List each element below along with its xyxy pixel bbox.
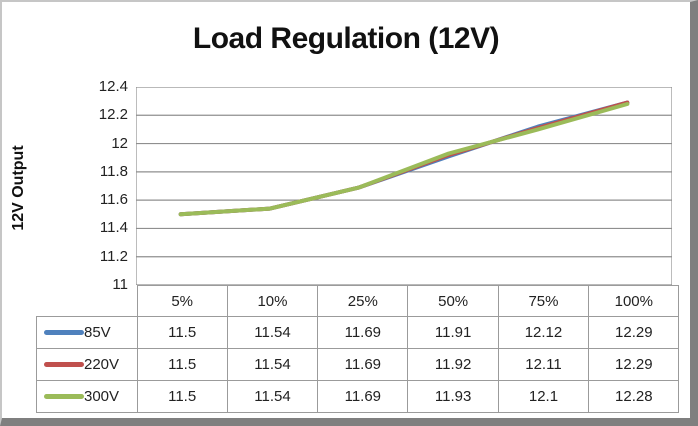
table-header-cell: 50% xyxy=(407,285,499,317)
value-cell: 12.29 xyxy=(588,316,680,349)
table-header-row: 5% 10% 25% 50% 75% 100% xyxy=(37,285,680,317)
table-header-cell: 100% xyxy=(588,285,680,317)
table-row-85V: 85V 11.5 11.54 11.69 11.91 12.12 12.29 xyxy=(36,316,680,349)
legend-cell: 300V xyxy=(36,380,138,413)
y-axis-title: 12V Output xyxy=(10,145,27,231)
table-corner-cell xyxy=(37,286,138,317)
table-header-cell: 5% xyxy=(136,285,228,317)
legend-cell: 220V xyxy=(36,348,138,381)
data-table: 5% 10% 25% 50% 75% 100% 85V 11.5 11.54 11.69 11.91… xyxy=(36,285,680,413)
legend-label: 220V xyxy=(84,356,120,373)
value-cell: 12.29 xyxy=(588,348,680,381)
value-cell: 11.69 xyxy=(317,316,409,349)
table-header-cell: 25% xyxy=(317,285,409,317)
table-row-220V: 220V 11.5 11.54 11.69 11.92 12.11 12.29 xyxy=(36,348,680,381)
legend-swatch-300V xyxy=(44,394,84,399)
value-cell: 11.5 xyxy=(136,316,228,349)
value-cell: 12.28 xyxy=(588,380,680,413)
y-tick-label: 11.8 xyxy=(99,162,128,180)
legend-swatch-220V xyxy=(44,362,84,367)
value-cell: 12.11 xyxy=(497,348,590,381)
value-cell: 11.69 xyxy=(317,380,409,413)
y-tick-label: 12.2 xyxy=(98,106,128,124)
value-cell: 12.1 xyxy=(497,380,590,413)
y-tick-label: 11.6 xyxy=(99,191,128,209)
value-cell: 11.93 xyxy=(407,380,499,413)
legend-label: 300V xyxy=(84,388,120,405)
legend-cell: 85V xyxy=(36,316,138,349)
y-tick-label: 12 xyxy=(111,134,128,152)
legend-label: 85V xyxy=(84,324,111,341)
y-tick-label: 11 xyxy=(112,276,128,293)
value-cell: 11.5 xyxy=(136,348,228,381)
y-tick-label: 11.4 xyxy=(99,219,128,237)
legend-swatch-85V xyxy=(44,330,84,335)
y-tick-label: 11.2 xyxy=(99,247,128,265)
plot-area xyxy=(136,87,672,285)
table-row-300V: 300V 11.5 11.54 11.69 11.93 12.1 12.28 xyxy=(36,380,680,413)
value-cell: 11.91 xyxy=(407,316,499,349)
value-cell: 11.54 xyxy=(226,316,319,349)
chart-title: Load Regulation (12V) xyxy=(192,22,500,55)
series-line-300V xyxy=(178,102,630,217)
table-header-cell: 75% xyxy=(497,285,590,317)
value-cell: 11.92 xyxy=(407,348,499,381)
value-cell: 12.12 xyxy=(497,316,590,349)
value-cell: 11.54 xyxy=(226,380,319,413)
value-cell: 11.69 xyxy=(317,348,409,381)
series-line-85V xyxy=(178,100,630,217)
table-header-cell: 10% xyxy=(226,285,319,317)
y-tick-label: 12.4 xyxy=(98,78,128,95)
value-cell: 11.5 xyxy=(136,380,228,413)
value-cell: 11.54 xyxy=(226,348,319,381)
